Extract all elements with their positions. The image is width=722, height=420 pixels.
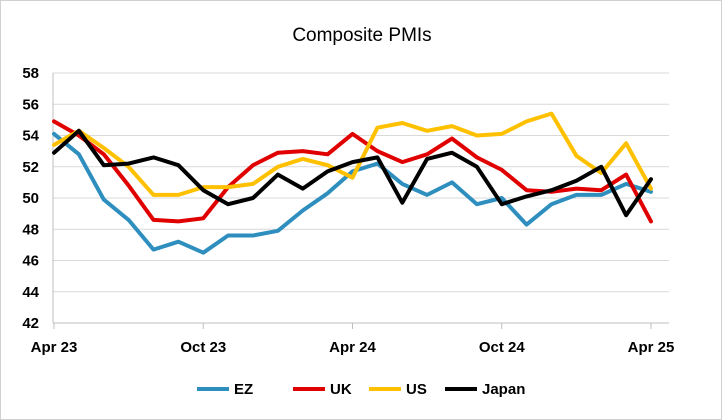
series-line-us — [52, 111, 653, 197]
x-tick-label: Oct 24 — [479, 339, 526, 356]
y-tick-label: 44 — [22, 284, 39, 301]
y-tick-label: 46 — [22, 253, 39, 270]
y-tick-label: 58 — [22, 65, 39, 82]
y-tick-label: 48 — [22, 221, 39, 238]
legend-label-us: US — [406, 381, 427, 398]
x-axis-ticks: Apr 23 Oct 23 Apr 24 Oct 24 Apr 25 — [31, 323, 675, 356]
y-tick-label: 50 — [22, 190, 39, 207]
x-tick-label: Apr 24 — [329, 339, 376, 356]
x-tick-label: Oct 23 — [180, 339, 226, 356]
series-line-ez — [52, 131, 653, 255]
chart-title: Composite PMIs — [292, 25, 431, 46]
y-tick-label: 52 — [22, 159, 39, 176]
series-lines — [52, 111, 653, 255]
x-tick-label: Apr 25 — [628, 339, 675, 356]
y-tick-label: 56 — [22, 96, 39, 113]
y-tick-label: 42 — [22, 315, 39, 332]
legend: EZ UK US Japan — [197, 381, 525, 398]
y-axis-ticks: 42 44 46 48 50 52 54 56 58 — [22, 65, 39, 332]
x-tick-label: Apr 23 — [31, 339, 78, 356]
y-tick-label: 54 — [22, 128, 39, 145]
axes — [52, 73, 669, 324]
series-line-japan — [52, 128, 653, 218]
legend-label-ez: EZ — [234, 381, 253, 398]
legend-label-japan: Japan — [482, 381, 525, 398]
legend-label-uk: UK — [330, 381, 352, 398]
